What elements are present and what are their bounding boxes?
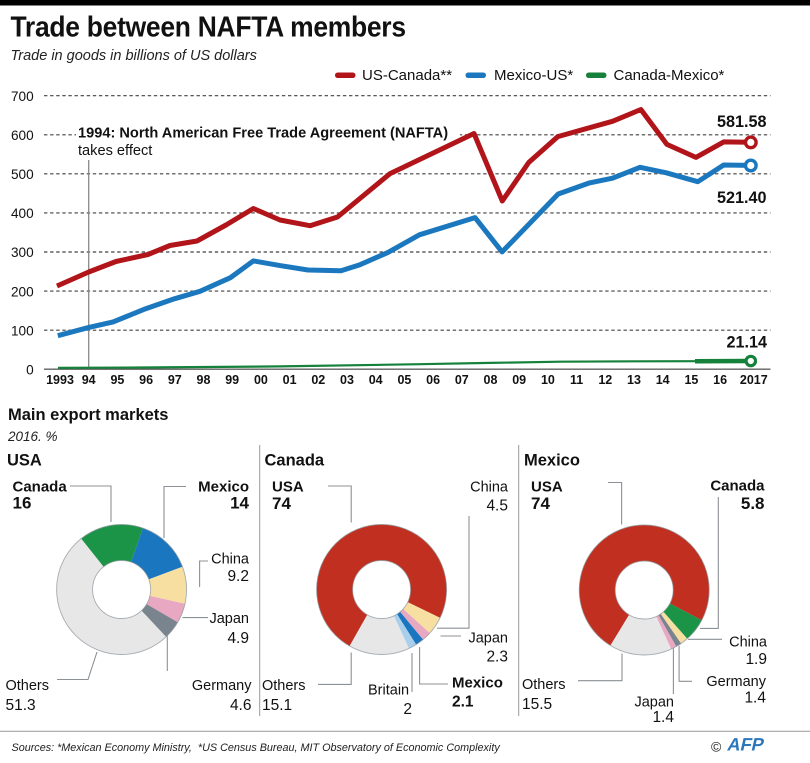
svg-text:07: 07 xyxy=(455,373,469,387)
svg-text:2016. %: 2016. % xyxy=(7,429,58,444)
svg-text:00: 00 xyxy=(254,373,268,387)
svg-text:96: 96 xyxy=(139,373,153,387)
svg-text:01: 01 xyxy=(283,373,297,387)
svg-text:USA: USA xyxy=(531,478,563,495)
svg-text:11: 11 xyxy=(570,373,583,387)
svg-text:Others: Others xyxy=(522,677,566,693)
svg-text:Mexico: Mexico xyxy=(452,675,503,692)
svg-text:Trade between NAFTA members: Trade between NAFTA members xyxy=(11,10,406,42)
svg-text:15: 15 xyxy=(684,373,698,387)
svg-text:74: 74 xyxy=(531,494,550,513)
svg-text:51.3: 51.3 xyxy=(6,697,36,714)
svg-text:2017: 2017 xyxy=(740,373,768,387)
svg-text:97: 97 xyxy=(168,373,182,387)
svg-text:Japan: Japan xyxy=(634,695,674,711)
svg-text:AFP: AFP xyxy=(726,734,767,755)
svg-text:600: 600 xyxy=(11,128,34,143)
svg-text:Canada: Canada xyxy=(265,452,325,470)
svg-text:1994: North American Free Trad: 1994: North American Free Trade Agreemen… xyxy=(78,126,448,142)
svg-text:Canada: Canada xyxy=(13,478,68,495)
svg-text:14: 14 xyxy=(230,494,249,513)
svg-text:13: 13 xyxy=(627,373,641,387)
svg-text:100: 100 xyxy=(11,323,34,338)
svg-text:15.1: 15.1 xyxy=(262,697,292,714)
svg-text:China: China xyxy=(470,479,509,495)
svg-text:4.5: 4.5 xyxy=(486,498,508,515)
svg-text:Britain: Britain xyxy=(368,683,409,699)
svg-text:03: 03 xyxy=(340,373,354,387)
svg-text:2: 2 xyxy=(403,701,412,718)
svg-text:99: 99 xyxy=(225,373,239,387)
svg-text:98: 98 xyxy=(197,373,211,387)
svg-text:1.9: 1.9 xyxy=(745,651,767,668)
svg-text:Germany: Germany xyxy=(706,674,766,690)
svg-text:04: 04 xyxy=(369,373,383,387)
svg-text:Others: Others xyxy=(262,678,306,694)
svg-text:5.8: 5.8 xyxy=(741,494,765,513)
svg-text:USA: USA xyxy=(272,478,304,495)
svg-text:Sources: *Mexican Economy Mini: Sources: *Mexican Economy Ministry, *US … xyxy=(12,742,501,754)
svg-text:14: 14 xyxy=(656,373,670,387)
svg-text:Others: Others xyxy=(6,678,50,694)
svg-text:Germany: Germany xyxy=(192,678,252,694)
svg-text:2.3: 2.3 xyxy=(486,649,508,666)
svg-text:95: 95 xyxy=(110,373,124,387)
svg-text:2.1: 2.1 xyxy=(452,694,474,711)
svg-text:9.2: 9.2 xyxy=(227,568,249,585)
svg-text:16: 16 xyxy=(713,373,727,387)
svg-text:Canada: Canada xyxy=(710,478,765,495)
svg-text:Canada-Mexico*: Canada-Mexico* xyxy=(614,67,725,84)
svg-text:USA: USA xyxy=(7,452,42,470)
svg-text:500: 500 xyxy=(11,167,34,182)
svg-text:05: 05 xyxy=(397,373,411,387)
svg-text:takes effect: takes effect xyxy=(78,143,152,159)
svg-text:4.6: 4.6 xyxy=(230,697,252,714)
svg-text:74: 74 xyxy=(272,494,291,513)
svg-text:15.5: 15.5 xyxy=(522,696,552,713)
svg-text:1.4: 1.4 xyxy=(744,690,766,707)
svg-text:16: 16 xyxy=(13,494,32,513)
svg-text:200: 200 xyxy=(11,284,34,299)
svg-text:10: 10 xyxy=(541,373,555,387)
svg-text:Mexico-US*: Mexico-US* xyxy=(494,67,573,84)
svg-text:Main export markets: Main export markets xyxy=(8,406,168,424)
svg-text:400: 400 xyxy=(11,206,34,221)
svg-text:©: © xyxy=(711,739,722,755)
svg-text:09: 09 xyxy=(512,373,526,387)
svg-text:06: 06 xyxy=(426,373,440,387)
svg-text:Japan: Japan xyxy=(468,631,508,647)
svg-text:1993: 1993 xyxy=(46,373,74,387)
svg-text:581.58: 581.58 xyxy=(717,113,767,131)
svg-text:521.40: 521.40 xyxy=(717,189,767,207)
svg-text:Japan: Japan xyxy=(209,611,249,627)
svg-text:Trade in goods in billions of: Trade in goods in billions of US dollars xyxy=(11,48,257,64)
svg-text:Mexico: Mexico xyxy=(198,478,249,495)
svg-text:12: 12 xyxy=(598,373,612,387)
svg-text:21.14: 21.14 xyxy=(726,333,767,351)
svg-text:300: 300 xyxy=(11,245,34,260)
svg-text:1.4: 1.4 xyxy=(652,709,674,726)
svg-text:Mexico: Mexico xyxy=(524,452,580,470)
svg-text:700: 700 xyxy=(11,89,34,104)
svg-text:0: 0 xyxy=(26,363,34,378)
svg-text:China: China xyxy=(211,551,250,567)
svg-text:02: 02 xyxy=(311,373,325,387)
svg-text:08: 08 xyxy=(484,373,498,387)
svg-text:94: 94 xyxy=(82,373,96,387)
svg-text:US-Canada**: US-Canada** xyxy=(362,67,452,84)
svg-text:China: China xyxy=(729,635,768,651)
svg-text:4.9: 4.9 xyxy=(227,630,249,647)
